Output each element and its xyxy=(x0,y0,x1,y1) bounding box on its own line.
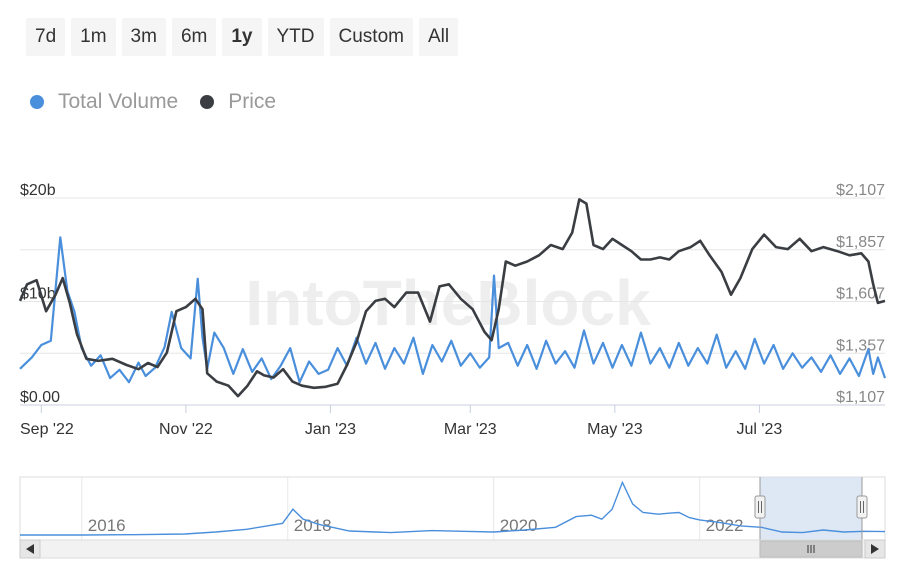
legend-item-total-volume[interactable]: Total Volume xyxy=(30,90,178,114)
right-axis-tick-label: $1,357 xyxy=(836,337,885,354)
x-axis: Sep '22 Nov '22 Jan '23 Mar '23 May '23 Jul '… xyxy=(20,405,782,438)
range-button-7d[interactable]: 7d xyxy=(26,18,66,56)
scrollbar-right-arrow[interactable] xyxy=(864,539,886,559)
grid-lines xyxy=(20,197,885,406)
range-button-6m[interactable]: 6m xyxy=(171,18,217,56)
x-axis-tick-label: Jan '23 xyxy=(305,421,356,438)
scrollbar-thumb[interactable] xyxy=(759,540,863,558)
right-axis: $1,107 $1,357 $1,607 $1,857 $2,107 xyxy=(836,182,885,406)
price-series xyxy=(18,198,886,398)
legend-label-price: Price xyxy=(228,90,277,113)
left-axis-tick-label: $0.00 xyxy=(20,389,60,406)
volume-series xyxy=(19,236,887,384)
navigator-year-label: 2022 xyxy=(706,516,744,535)
series-line-price xyxy=(18,198,886,398)
legend: Total Volume Price xyxy=(30,90,276,114)
navigator-left-handle[interactable] xyxy=(754,495,766,519)
right-axis-tick-label: $1,607 xyxy=(836,286,885,303)
range-button-1y[interactable]: 1y xyxy=(222,18,262,56)
x-axis-tick-label: May '23 xyxy=(587,421,643,438)
range-button-1m[interactable]: 1m xyxy=(71,18,116,56)
range-selector: 7d 1m 3m 6m 1y YTD Custom All xyxy=(26,18,459,56)
right-axis-tick-label: $2,107 xyxy=(836,182,885,199)
left-axis-tick-label: $20b xyxy=(20,182,56,199)
scrollbar-left-arrow[interactable] xyxy=(19,539,41,559)
range-button-custom[interactable]: Custom xyxy=(329,18,413,56)
series-line-total-volume xyxy=(19,236,887,384)
navigator-right-handle[interactable] xyxy=(856,495,868,519)
legend-dot-volume xyxy=(30,95,44,109)
x-axis-tick-label: Nov '22 xyxy=(159,421,213,438)
left-axis-tick-label: $10b xyxy=(20,286,56,303)
range-button-all[interactable]: All xyxy=(418,18,459,56)
scrollbar-track[interactable] xyxy=(19,539,886,559)
x-axis-tick-label: Jul '23 xyxy=(737,421,783,438)
navigator[interactable]: 2016 2018 2020 2022 xyxy=(19,476,886,559)
range-button-ytd[interactable]: YTD xyxy=(267,18,324,56)
navigator-year-label: 2018 xyxy=(294,516,332,535)
legend-item-price[interactable]: Price xyxy=(200,90,276,114)
x-axis-tick-label: Mar '23 xyxy=(444,421,497,438)
legend-label-volume: Total Volume xyxy=(58,90,179,113)
range-button-3m[interactable]: 3m xyxy=(121,18,166,56)
navigator-series-line xyxy=(20,480,886,536)
right-axis-tick-label: $1,857 xyxy=(836,234,885,251)
right-axis-tick-label: $1,107 xyxy=(836,389,885,406)
watermark: IntoTheBlock xyxy=(245,267,651,339)
watermark-text: IntoTheBlock xyxy=(245,267,651,339)
left-axis: $0.00 $10b $20b xyxy=(20,182,60,406)
navigator-selection[interactable] xyxy=(760,477,862,540)
legend-dot-price xyxy=(200,95,215,109)
navigator-year-label: 2016 xyxy=(88,516,126,535)
navigator-year-label: 2020 xyxy=(500,516,538,535)
x-axis-tick-label: Sep '22 xyxy=(20,421,74,438)
